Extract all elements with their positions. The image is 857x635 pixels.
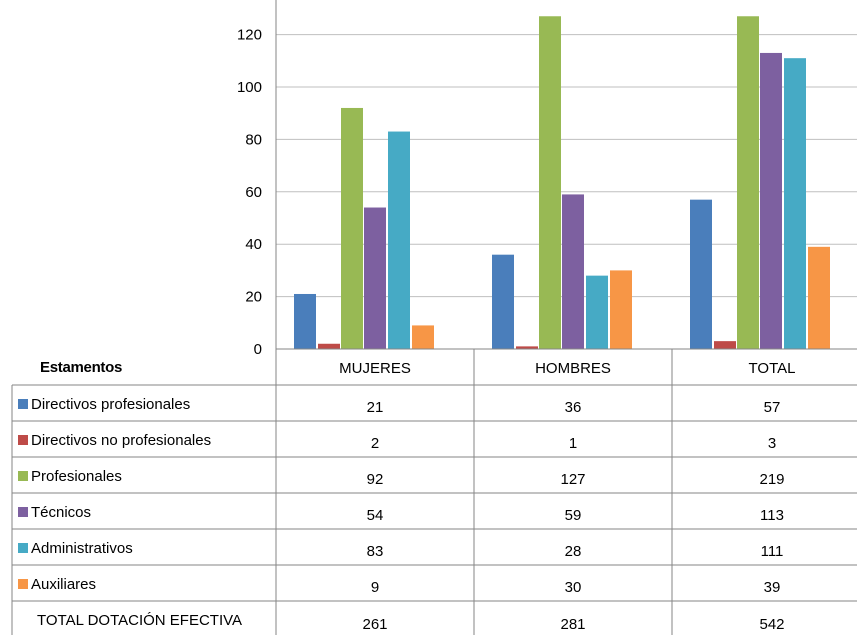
bar — [690, 199, 712, 349]
y-tick-label: 60 — [245, 184, 262, 201]
y-tick-label: 20 — [245, 289, 262, 306]
legend-swatch — [18, 399, 28, 409]
data-label: 21 — [367, 399, 384, 416]
data-label: 92 — [367, 471, 384, 488]
category-label: MUJERES — [339, 360, 411, 377]
bar — [388, 131, 410, 349]
series-label: Administrativos — [31, 540, 133, 557]
bar — [539, 16, 561, 349]
bar — [714, 341, 736, 349]
bar — [341, 107, 363, 350]
legend-swatch — [18, 507, 28, 517]
bar — [808, 246, 830, 349]
data-label: 3 — [768, 435, 776, 452]
y-tick-labels: 0 20 40 60 80 100 120 — [237, 27, 262, 358]
bar — [318, 343, 340, 349]
series-label: Auxiliares — [31, 576, 96, 593]
bar — [610, 270, 632, 349]
data-label: 9 — [371, 579, 379, 596]
data-label: 83 — [367, 543, 384, 560]
series-label: Técnicos — [31, 504, 91, 521]
legend-title: Estamentos — [40, 359, 122, 376]
series-label: Profesionales — [31, 468, 122, 485]
series-label: Directivos profesionales — [31, 396, 190, 413]
y-tick-label: 0 — [254, 341, 262, 358]
data-label: 57 — [764, 399, 781, 416]
bar — [586, 275, 608, 349]
legend-swatch — [18, 435, 28, 445]
y-tick-label: 100 — [237, 79, 262, 96]
legend-swatch — [18, 471, 28, 481]
y-tick-label: 120 — [237, 27, 262, 44]
data-label: 113 — [760, 507, 784, 524]
bar — [737, 16, 759, 349]
data-label: 28 — [565, 543, 582, 560]
total-value: 542 — [759, 616, 784, 633]
bar — [516, 346, 538, 349]
category-label: TOTAL — [749, 360, 796, 377]
bar — [562, 194, 584, 349]
data-label: 30 — [565, 579, 582, 596]
bar — [294, 293, 316, 349]
data-label: 54 — [367, 507, 384, 524]
data-label: 219 — [759, 471, 784, 488]
axes — [275, 0, 857, 350]
bar — [364, 207, 386, 349]
bar — [492, 254, 514, 349]
legend-swatch — [18, 579, 28, 589]
y-tick-label: 40 — [245, 236, 262, 253]
bars — [294, 16, 830, 350]
bar — [760, 52, 782, 349]
data-label: 2 — [371, 435, 379, 452]
legend-swatch — [18, 543, 28, 553]
y-tick-label: 80 — [245, 131, 262, 148]
series-label: Directivos no profesionales — [31, 432, 211, 449]
total-value: 261 — [362, 616, 387, 633]
total-value: 281 — [560, 616, 585, 633]
data-label: 36 — [565, 399, 582, 416]
category-label: HOMBRES — [535, 360, 611, 377]
data-label: 1 — [569, 435, 577, 452]
data-label: 39 — [764, 579, 781, 596]
data-label: 127 — [560, 471, 585, 488]
bar — [412, 325, 434, 349]
data-table: MUJERES HOMBRES TOTAL Directivos profesiona… — [11, 349, 857, 635]
bar — [784, 58, 806, 350]
data-label: 111 — [761, 543, 784, 560]
data-label: 59 — [565, 507, 582, 524]
total-row-label: TOTAL DOTACIÓN EFECTIVA — [37, 612, 242, 629]
